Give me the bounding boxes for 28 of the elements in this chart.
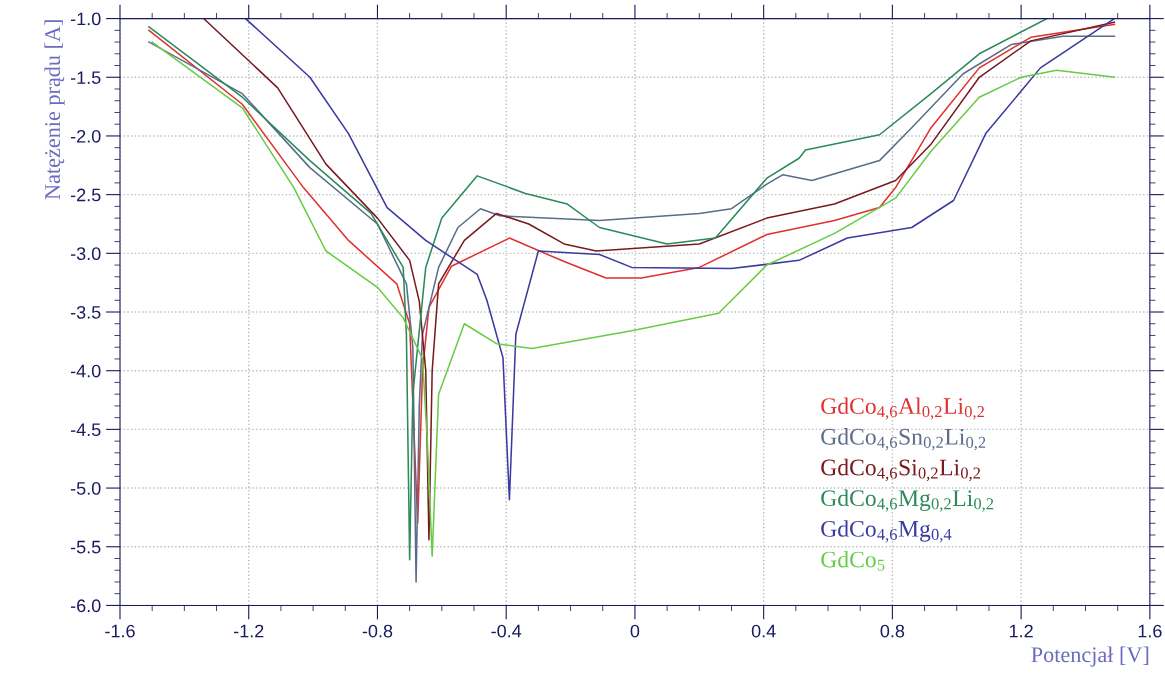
y-tick-label: -4.0 — [70, 364, 101, 378]
y-tick-label: -1.0 — [70, 12, 101, 26]
text: GdCo$_{4,6}$Mg$_{0,2}$Li$_{0,2}$ — [821, 489, 994, 512]
x-tick-label: -0.4 — [491, 624, 522, 638]
y-tick-label: -5.0 — [70, 482, 101, 495]
y-tick-label: -2.5 — [70, 188, 101, 202]
y-tick-label: -2.0 — [70, 129, 101, 143]
text: GdCo$_{5}$ — [821, 550, 885, 571]
y-tick-label: -4.5 — [70, 423, 101, 437]
x-tick-label: 0 — [630, 624, 640, 638]
x-tick-label: 0.4 — [751, 624, 776, 638]
x-axis-title: Potencjał [V] — [1031, 646, 1149, 667]
y-tick-label: -5.5 — [70, 540, 101, 554]
x-tick-label: -1.6 — [105, 624, 135, 638]
y-axis-title: Natężenie prądu [A] — [44, 20, 65, 200]
text: GdCo$_{4,6}$Sn$_{0,2}$Li$_{0,2}$ — [821, 428, 986, 451]
x-tick-label: 1.2 — [1009, 624, 1033, 638]
text: GdCo$_{4,6}$Al$_{0,2}$Li$_{0,2}$ — [821, 397, 984, 420]
x-tick-label: 1.6 — [1138, 624, 1162, 638]
y-tick-label: -6.0 — [70, 599, 101, 613]
text: GdCo$_{4,6}$Si$_{0,2}$Li$_{0,2}$ — [821, 458, 981, 481]
y-tick-label: -1.5 — [70, 71, 101, 84]
x-tick-label: -0.8 — [362, 624, 393, 638]
x-tick-label: 0.8 — [880, 624, 905, 638]
y-tick-label: -3.0 — [70, 247, 101, 261]
text: GdCo$_{4,6}$Mg$_{0,4}$ — [821, 520, 952, 543]
y-tick-label: -3.5 — [70, 305, 101, 319]
x-tick-label: -1.2 — [233, 624, 264, 638]
